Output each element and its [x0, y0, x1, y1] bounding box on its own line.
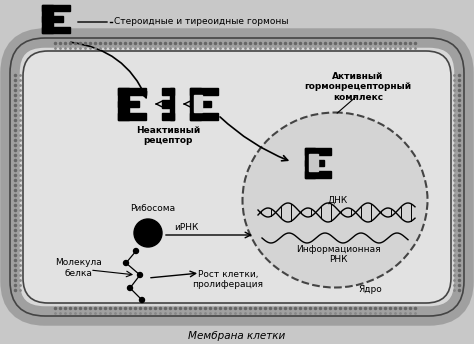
Bar [162, 100, 170, 108]
Bar [190, 101, 211, 107]
Text: ДНК: ДНК [328, 196, 348, 205]
Text: Информационная
РНК: Информационная РНК [296, 245, 380, 265]
Text: Активный
гормонрецепторный
комплекс: Активный гормонрецепторный комплекс [304, 72, 411, 102]
FancyBboxPatch shape [10, 38, 464, 316]
Bar [305, 171, 331, 178]
Bar [305, 148, 331, 154]
Bar [190, 113, 218, 120]
Text: Рибосома: Рибосома [130, 204, 175, 213]
Bar [194, 95, 202, 111]
Bar [170, 88, 174, 120]
Bar [190, 88, 218, 95]
Text: Мембрана клетки: Мембрана клетки [188, 331, 286, 341]
Bar [118, 113, 146, 120]
Circle shape [124, 260, 128, 266]
Bar [42, 27, 70, 33]
FancyBboxPatch shape [23, 51, 451, 303]
Bar [42, 5, 53, 33]
Bar [309, 154, 318, 171]
Bar [42, 16, 63, 22]
Bar [42, 5, 70, 11]
Bar [118, 101, 139, 107]
Circle shape [128, 286, 133, 290]
Text: Молекула
белка: Молекула белка [55, 258, 102, 278]
Circle shape [134, 219, 162, 247]
Circle shape [134, 248, 138, 254]
Bar [305, 148, 315, 178]
Bar [118, 88, 128, 120]
Bar [118, 88, 146, 95]
Bar [162, 113, 174, 120]
Text: Неактивный
рецептор: Неактивный рецептор [136, 126, 200, 146]
Text: Ядро: Ядро [358, 285, 382, 294]
Bar [305, 160, 325, 166]
Text: Стероидные и тиреоидные гормоны: Стероидные и тиреоидные гормоны [114, 18, 289, 26]
Bar [190, 88, 201, 120]
Ellipse shape [243, 112, 428, 288]
Bar [162, 88, 174, 95]
Text: Рост клетки,
пролиферация: Рост клетки, пролиферация [192, 270, 264, 289]
Circle shape [139, 298, 145, 302]
Text: иРНК: иРНК [174, 224, 199, 233]
Circle shape [137, 272, 143, 278]
